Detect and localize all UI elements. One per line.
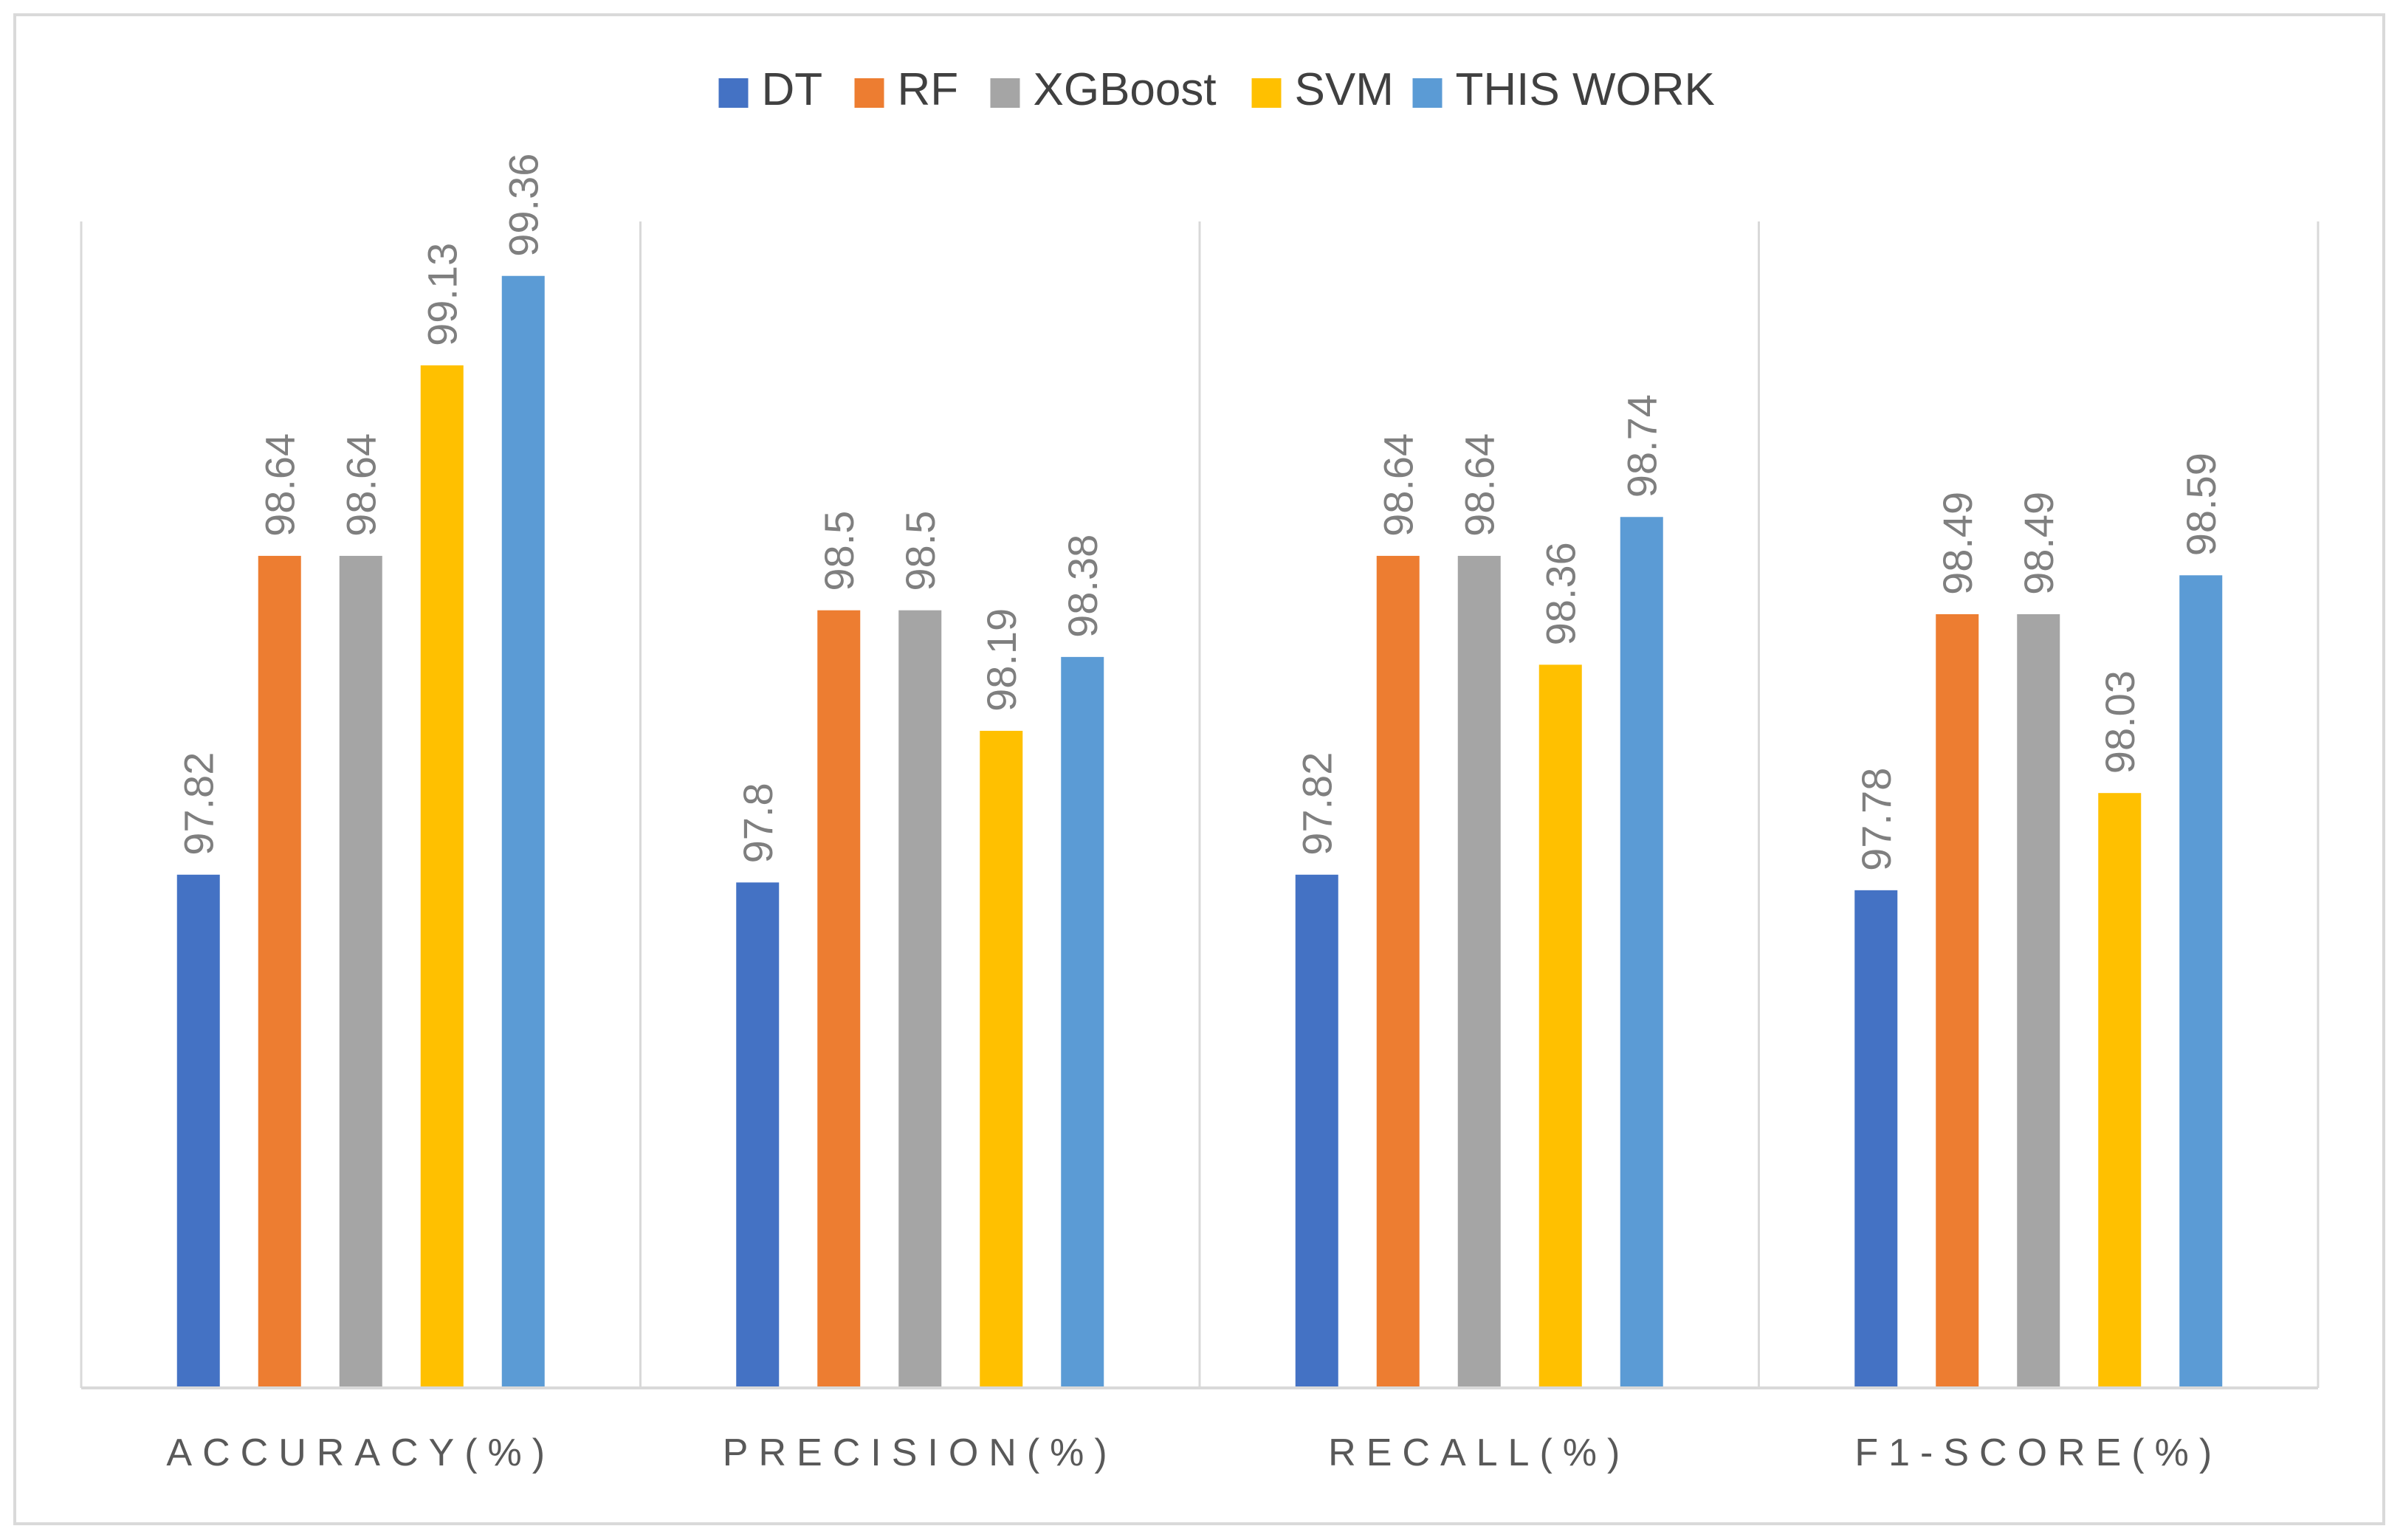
legend-label: RF	[898, 64, 959, 115]
bar-svm-3	[2098, 793, 2142, 1388]
legend-label: SVM	[1295, 64, 1394, 115]
value-label: 98.64	[257, 433, 303, 537]
bar-svm-0	[420, 365, 464, 1388]
bar-svm-2	[1538, 664, 1582, 1388]
legend-swatch-svm	[1251, 78, 1282, 108]
value-label: 98.64	[1375, 433, 1422, 537]
bar-rf-1	[817, 610, 861, 1388]
category-label: PRECISION(%)	[723, 1431, 1118, 1474]
value-label: 98.64	[338, 433, 385, 537]
bar-dt-1	[736, 882, 780, 1388]
bar-dt-0	[176, 874, 220, 1388]
value-label: 98.36	[1538, 542, 1584, 645]
legend-label: XGBoost	[1034, 64, 1217, 115]
legend-swatch-this-work	[1412, 78, 1443, 108]
bar-svm-1	[980, 730, 1023, 1388]
value-label: 98.59	[2178, 453, 2224, 556]
value-label: 99.36	[501, 154, 547, 257]
value-label: 97.82	[176, 752, 222, 856]
category-label: ACCURACY(%)	[166, 1431, 555, 1474]
value-label: 98.03	[2097, 670, 2143, 774]
bar-rf-0	[258, 555, 301, 1388]
legend-swatch-rf	[854, 78, 884, 108]
value-label: 98.49	[1934, 492, 1981, 595]
bars-group	[176, 275, 2223, 1389]
value-label: 97.8	[735, 783, 781, 863]
value-label: 99.13	[419, 243, 466, 346]
bar-dt-2	[1295, 874, 1338, 1388]
bar-this-work-0	[501, 275, 545, 1388]
bar-xgboost-1	[898, 610, 942, 1388]
value-label: 97.78	[1853, 768, 1899, 871]
value-label: 98.5	[897, 511, 943, 591]
bar-rf-3	[1936, 613, 1979, 1388]
bar-xgboost-0	[339, 555, 382, 1388]
value-label: 98.5	[816, 511, 862, 591]
legend: DT RF XGBoost SVM THIS WORK	[718, 64, 1715, 115]
bar-dt-3	[1854, 890, 1898, 1388]
category-label: RECALL(%)	[1328, 1431, 1630, 1474]
value-label: 98.64	[1457, 433, 1503, 537]
legend-label: DT	[762, 64, 823, 115]
bar-xgboost-2	[1457, 555, 1501, 1388]
bar-rf-2	[1376, 555, 1420, 1388]
category-labels-group: ACCURACY(%) PRECISION(%) RECALL(%) F1-SCORE…	[166, 1431, 2222, 1474]
legend-label: THIS WORK	[1456, 64, 1715, 115]
value-label: 98.74	[1619, 394, 1665, 498]
category-label: F1-SCORE(%)	[1854, 1431, 2222, 1474]
bar-this-work-2	[1620, 517, 1663, 1389]
value-label: 97.82	[1294, 752, 1341, 856]
value-label: 98.49	[2015, 492, 2062, 595]
bar-this-work-3	[2179, 575, 2223, 1389]
legend-swatch-xgboost	[990, 78, 1020, 108]
value-labels-group: 97.82 98.64 98.64 99.13 99.36 97.8 98.5 98.5 98.…	[176, 154, 2225, 871]
legend-swatch-dt	[718, 78, 749, 108]
value-label: 98.19	[978, 608, 1025, 712]
category-separators	[80, 221, 2320, 1388]
bar-this-work-1	[1061, 656, 1104, 1388]
bar-xgboost-3	[2017, 613, 2060, 1388]
value-label: 98.38	[1059, 534, 1106, 638]
